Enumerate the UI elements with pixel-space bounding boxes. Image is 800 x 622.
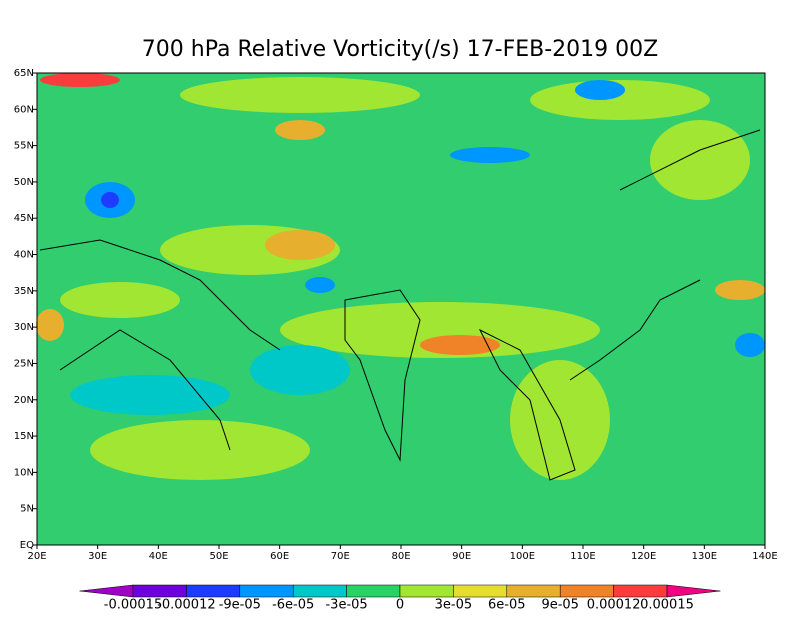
y-tick-label: 60N	[14, 104, 34, 115]
colorbar-label: -9e-05	[219, 598, 261, 613]
contour-patch	[60, 282, 180, 318]
colorbar-swatch	[132, 584, 187, 598]
contour-patch	[735, 333, 765, 357]
contour-patch	[180, 77, 420, 113]
contour-patch	[36, 309, 64, 341]
x-tick-label: 60E	[270, 551, 289, 562]
contour-patch	[420, 335, 500, 355]
x-tick-label: 20E	[27, 551, 46, 562]
contour-patch	[650, 120, 750, 200]
y-tick-label: 35N	[14, 286, 34, 297]
x-tick-label: 100E	[510, 551, 535, 562]
y-tick-label: 20N	[14, 395, 34, 406]
y-tick-label: 10N	[14, 467, 34, 478]
contour-patch	[575, 80, 625, 100]
colorbar-label: -6e-05	[272, 598, 314, 613]
colorbar-label: -0.00015	[104, 598, 162, 613]
x-tick-label: 40E	[149, 551, 168, 562]
colorbar: -0.00015-0.00012 -9e-05 -6e-05 -3e-05 0 3e-05…	[79, 584, 721, 613]
y-tick-label: 25N	[14, 358, 34, 369]
colorbar-label: -0.00012	[157, 598, 215, 613]
colorbar-swatch	[506, 584, 561, 598]
x-tick-label: 80E	[391, 551, 410, 562]
contour-patch	[265, 230, 335, 260]
y-tick-label: 45N	[14, 213, 34, 224]
x-tick-label: 140E	[752, 551, 777, 562]
contour-patch	[40, 73, 120, 87]
colorbar-label: 0.00015	[640, 598, 694, 613]
coastline	[39, 129, 761, 481]
map-title: 700 hPa Relative Vorticity(/s) 17-FEB-20…	[142, 37, 658, 62]
colorbar-label: 0	[396, 598, 404, 613]
colorbar-end	[666, 584, 721, 598]
x-tick-label: 50E	[209, 551, 228, 562]
colorbar-label: 0.00012	[587, 598, 641, 613]
x-tick-label: 90E	[452, 551, 471, 562]
contour-patch	[70, 375, 230, 415]
contour-patch	[280, 302, 600, 358]
contour-patch	[101, 192, 119, 208]
y-tick-label: 5N	[20, 504, 34, 515]
y-tick-label: 65N	[14, 68, 34, 79]
colorbar-label: -3e-05	[325, 598, 367, 613]
x-tick-label: 130E	[692, 551, 717, 562]
colorbar-label: 6e-05	[488, 598, 526, 613]
colorbar-swatch	[399, 584, 454, 598]
x-tick-label: 30E	[88, 551, 107, 562]
y-tick-label: EQ	[20, 540, 34, 551]
map-field	[36, 72, 766, 546]
colorbar-swatch	[346, 584, 401, 598]
contour-patch	[450, 147, 530, 163]
y-tick-label: 30N	[14, 322, 34, 333]
colorbar-end	[79, 584, 134, 598]
colorbar-label: 9e-05	[541, 598, 579, 613]
colorbar-swatch	[559, 584, 614, 598]
x-tick-label: 120E	[631, 551, 656, 562]
contour-patch	[305, 277, 335, 293]
y-tick-label: 40N	[14, 250, 34, 261]
y-tick-label: 55N	[14, 141, 34, 152]
y-tick-label: 15N	[14, 431, 34, 442]
colorbar-swatch	[239, 584, 294, 598]
colorbar-swatch	[453, 584, 508, 598]
colorbar-swatch	[292, 584, 347, 598]
contour-patch	[715, 280, 765, 300]
colorbar-label: 3e-05	[435, 598, 473, 613]
contour-patch	[90, 420, 310, 480]
axes: 20E 30E 40E 50E 60E 70E 80E 90E 100E 110E 120E 130E…	[14, 68, 778, 562]
x-tick-label: 70E	[331, 551, 350, 562]
x-tick-label: 110E	[570, 551, 595, 562]
contour-patch	[275, 120, 325, 140]
contour-patch	[250, 345, 350, 395]
colorbar-swatch	[613, 584, 668, 598]
colorbar-swatch	[186, 584, 241, 598]
y-tick-label: 50N	[14, 177, 34, 188]
